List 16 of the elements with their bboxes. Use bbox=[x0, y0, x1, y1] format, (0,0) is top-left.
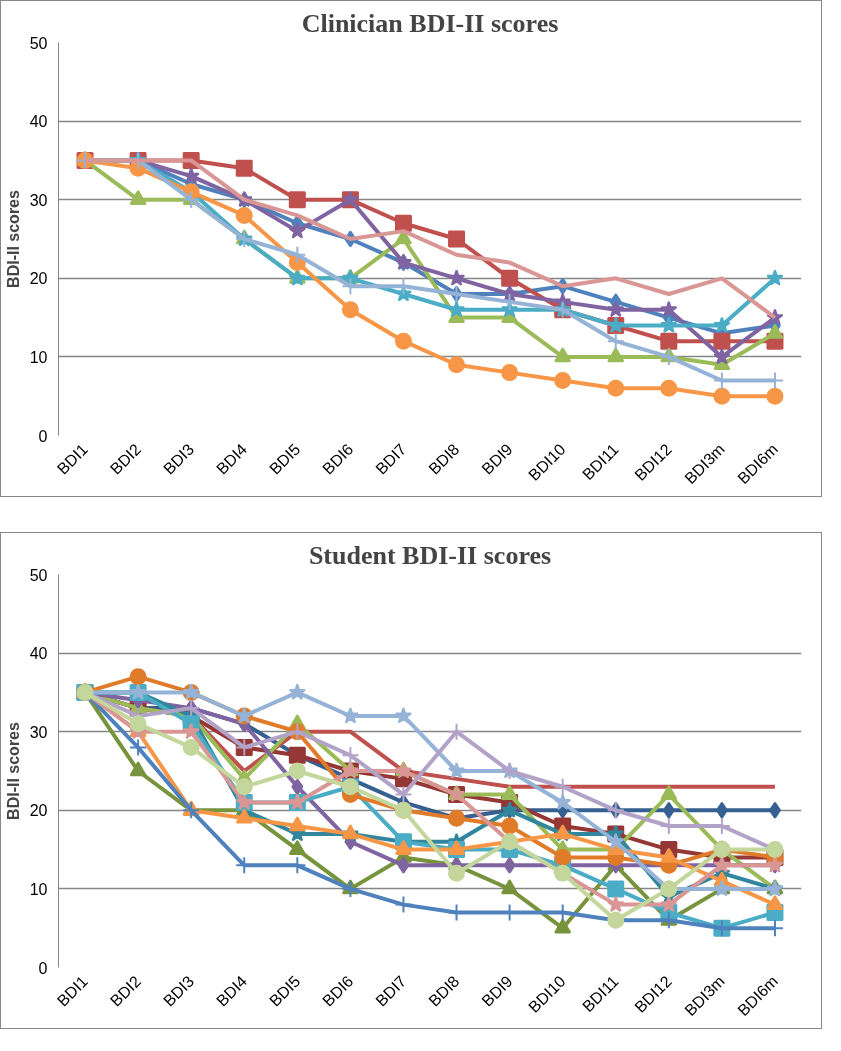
y-tick-label: 20 bbox=[29, 802, 48, 820]
y-tick-label: 20 bbox=[29, 270, 48, 288]
y-tick-label: 10 bbox=[29, 348, 48, 366]
y-tick-label: 50 bbox=[29, 34, 48, 52]
y-tick-label: 50 bbox=[29, 566, 48, 584]
y-tick-label: 40 bbox=[29, 113, 48, 131]
y-tick-label: 0 bbox=[38, 427, 48, 445]
y-tick-label: 10 bbox=[29, 880, 48, 898]
y-tick-label: 30 bbox=[29, 723, 48, 741]
y-tick-label: 30 bbox=[29, 191, 48, 209]
y-axis-title: BDI-II scores bbox=[4, 721, 22, 820]
y-tick-label: 40 bbox=[29, 645, 48, 663]
chart-title: Student BDI-II scores bbox=[308, 540, 552, 570]
chart-title: Clinician BDI-II scores bbox=[301, 8, 559, 38]
y-tick-label: 0 bbox=[38, 959, 48, 977]
y-axis-title: BDI-II scores bbox=[4, 189, 22, 288]
